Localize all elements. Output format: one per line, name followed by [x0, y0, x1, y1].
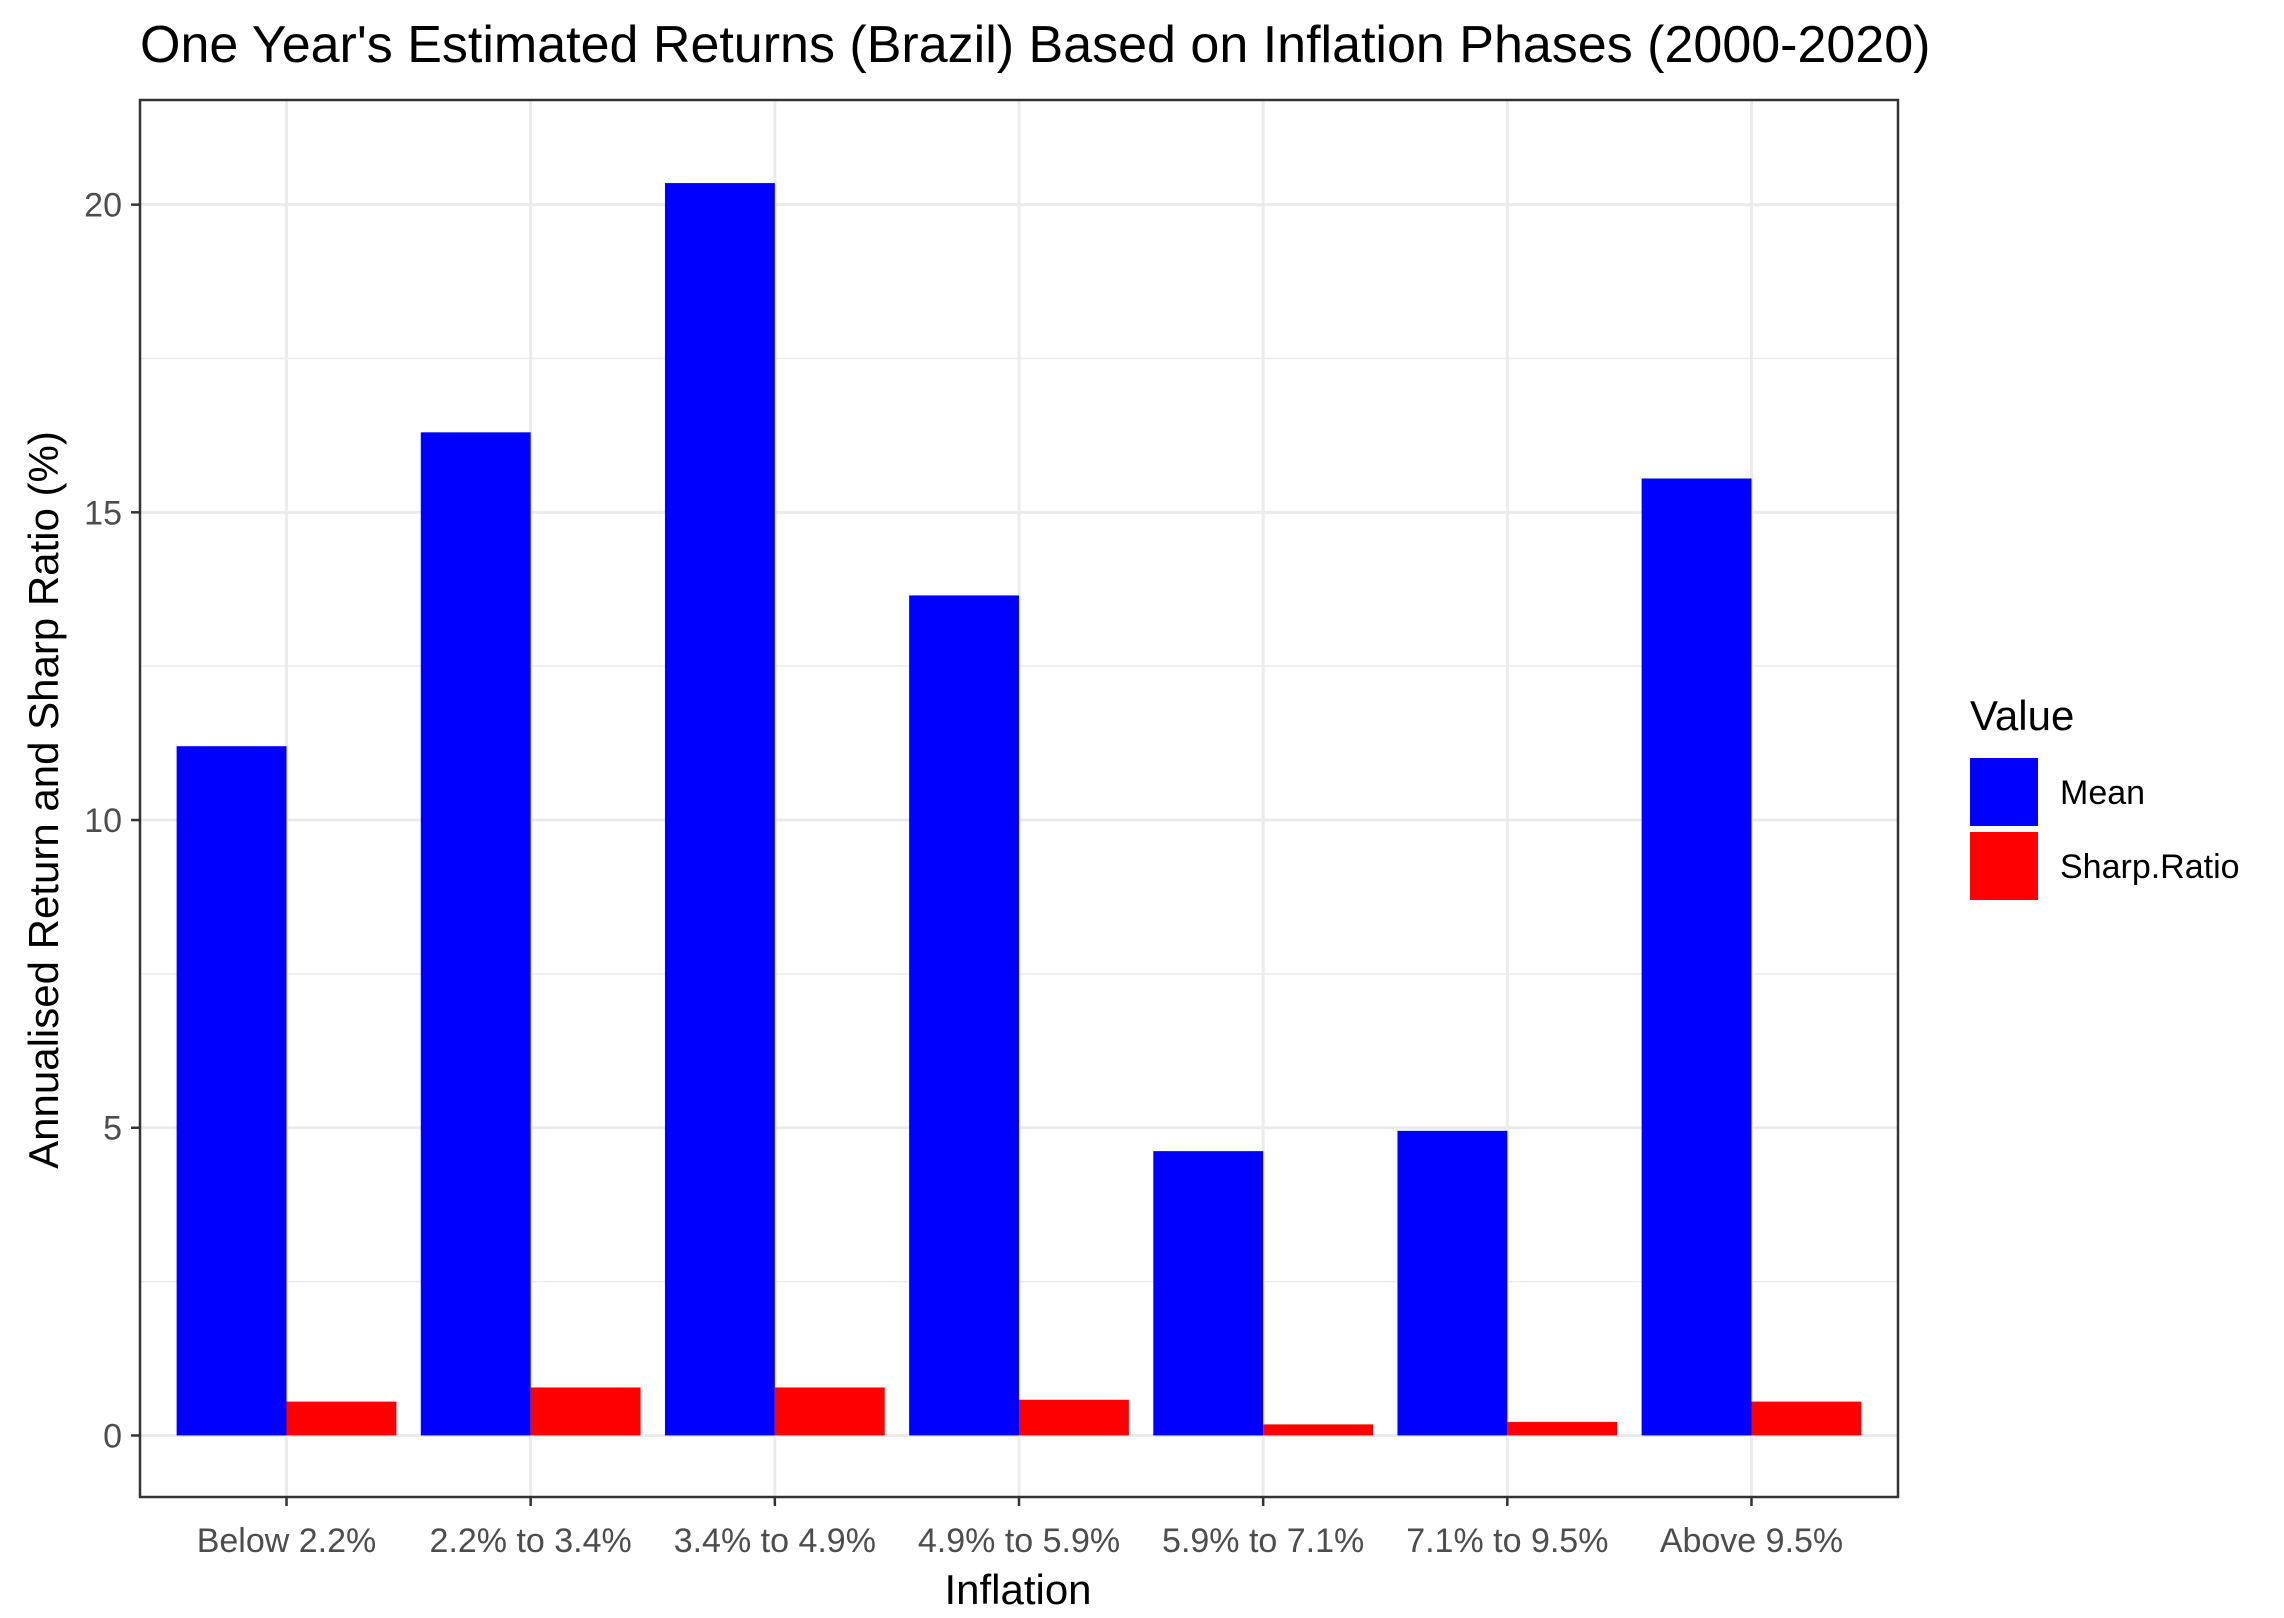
x-tick-label: 7.1% to 9.5% [1406, 1522, 1608, 1560]
y-tick-label: 0 [103, 1417, 122, 1455]
y-tick-label: 20 [84, 187, 122, 225]
plot-panel: 0 5 10 15 20 Below 2.2% 2.2% to 3.4% 3.4% to 4.… [84, 98, 1900, 1560]
bar-sharp-ratio [774, 1387, 885, 1436]
bar-sharp-ratio [1019, 1399, 1129, 1436]
x-tick-label: Above 9.5% [1660, 1522, 1843, 1560]
legend-title: Value [1970, 692, 2074, 739]
bar-mean [1397, 1130, 1508, 1436]
y-tick-label: 10 [84, 802, 122, 840]
bar-mean [1153, 1151, 1264, 1436]
chart-title: One Year's Estimated Returns (Brazil) Ba… [140, 16, 1930, 74]
legend-key-sharp-ratio [1970, 832, 2038, 900]
bar-mean [664, 183, 775, 1436]
bar-mean [909, 595, 1019, 1436]
x-axis-title: Inflation [944, 1566, 1091, 1613]
legend-key-mean [1970, 758, 2038, 826]
legend-label: Mean [2060, 774, 2145, 812]
bar-sharp-ratio [1507, 1421, 1618, 1436]
x-tick-label: 2.2% to 3.4% [430, 1522, 632, 1560]
bar-mean [176, 746, 287, 1436]
bar-sharp-ratio [1751, 1401, 1862, 1436]
bar-mean [1641, 478, 1752, 1436]
legend: Value Mean Sharp.Ratio [1970, 692, 2240, 900]
x-tick-label: Below 2.2% [197, 1522, 377, 1560]
bar-sharp-ratio [530, 1387, 641, 1436]
bar-sharp-ratio [1263, 1424, 1374, 1436]
y-axis-title: Annualised Return and Sharp Ratio (%) [20, 431, 67, 1169]
y-tick-label: 15 [84, 494, 122, 532]
x-tick-label: 5.9% to 7.1% [1162, 1522, 1364, 1560]
y-tick-label: 5 [103, 1110, 122, 1148]
bar-mean [420, 432, 531, 1436]
x-tick-label: 4.9% to 5.9% [918, 1522, 1120, 1560]
x-tick-label: 3.4% to 4.9% [674, 1522, 876, 1560]
legend-label: Sharp.Ratio [2060, 848, 2240, 886]
bar-sharp-ratio [286, 1401, 397, 1436]
